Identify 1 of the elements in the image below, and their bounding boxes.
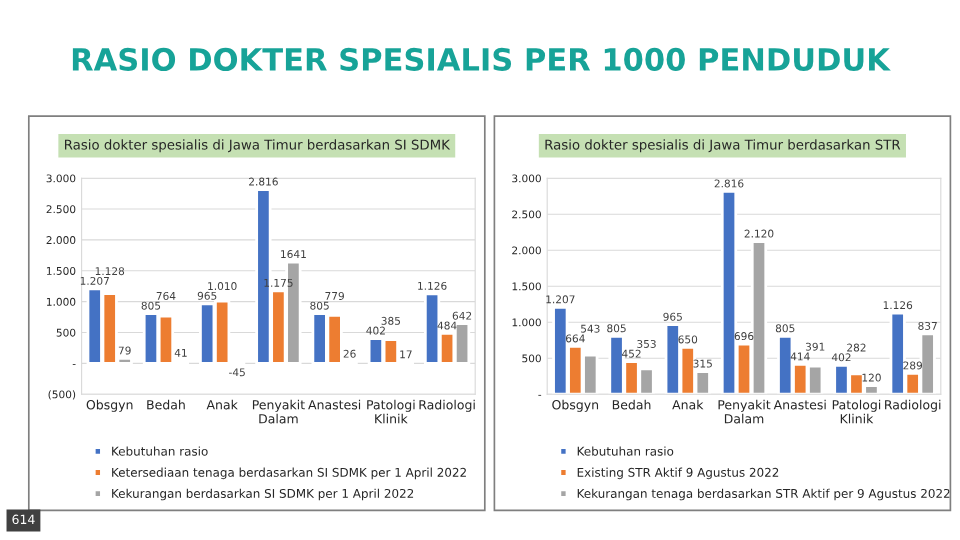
text: RASIO DOKTER SPESIALIS PER 1000 PENDUDUK: [72, 47, 891, 71]
